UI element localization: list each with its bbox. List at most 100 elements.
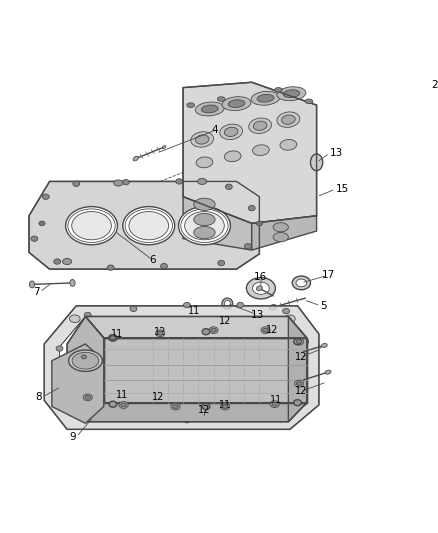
Text: 12: 12 [198, 405, 211, 415]
Text: 8: 8 [35, 392, 42, 402]
Text: 12: 12 [152, 392, 164, 402]
Ellipse shape [285, 315, 295, 322]
Polygon shape [52, 344, 104, 423]
Ellipse shape [161, 263, 167, 269]
Text: 11: 11 [111, 329, 123, 339]
Ellipse shape [277, 112, 300, 127]
Polygon shape [67, 317, 104, 422]
Ellipse shape [68, 409, 78, 416]
Ellipse shape [176, 179, 183, 184]
Ellipse shape [211, 328, 216, 332]
Ellipse shape [209, 327, 218, 334]
Ellipse shape [133, 156, 138, 161]
Ellipse shape [123, 207, 175, 245]
Ellipse shape [218, 261, 225, 266]
Ellipse shape [195, 135, 209, 144]
Ellipse shape [60, 361, 69, 368]
Ellipse shape [233, 415, 240, 421]
Ellipse shape [109, 401, 117, 407]
Ellipse shape [302, 339, 309, 344]
Text: 12: 12 [219, 316, 231, 326]
Ellipse shape [253, 145, 269, 156]
Ellipse shape [261, 327, 270, 334]
Ellipse shape [29, 281, 35, 288]
Ellipse shape [39, 221, 45, 225]
Text: 9: 9 [70, 432, 76, 442]
Ellipse shape [123, 180, 129, 185]
Ellipse shape [325, 370, 331, 374]
Polygon shape [85, 317, 307, 338]
Ellipse shape [194, 214, 215, 225]
Ellipse shape [294, 338, 304, 345]
Ellipse shape [272, 402, 277, 406]
Ellipse shape [184, 417, 191, 423]
Ellipse shape [300, 381, 307, 386]
Ellipse shape [66, 207, 117, 245]
Ellipse shape [73, 181, 80, 187]
Ellipse shape [201, 105, 218, 113]
Ellipse shape [321, 343, 327, 348]
Ellipse shape [253, 282, 269, 294]
Ellipse shape [223, 405, 228, 408]
Ellipse shape [194, 198, 215, 211]
Ellipse shape [110, 336, 116, 340]
Ellipse shape [109, 335, 117, 341]
Ellipse shape [283, 309, 290, 314]
Polygon shape [183, 197, 252, 250]
Ellipse shape [311, 154, 323, 171]
Text: 13: 13 [329, 148, 343, 158]
Ellipse shape [248, 205, 255, 211]
Ellipse shape [130, 415, 137, 421]
Ellipse shape [220, 124, 243, 140]
Text: 11: 11 [219, 400, 231, 410]
Ellipse shape [79, 353, 88, 360]
Polygon shape [85, 402, 307, 422]
Ellipse shape [84, 312, 91, 318]
Ellipse shape [194, 227, 215, 239]
Ellipse shape [280, 140, 297, 150]
Ellipse shape [179, 207, 230, 245]
Ellipse shape [273, 223, 288, 232]
Ellipse shape [130, 306, 137, 311]
Ellipse shape [249, 118, 272, 133]
Ellipse shape [256, 221, 262, 225]
Ellipse shape [297, 382, 302, 385]
Text: 5: 5 [321, 301, 327, 311]
Ellipse shape [158, 332, 163, 335]
Ellipse shape [54, 259, 60, 264]
Text: 2: 2 [431, 79, 438, 90]
Ellipse shape [217, 97, 225, 101]
Ellipse shape [263, 328, 268, 332]
Text: 11: 11 [188, 306, 201, 316]
Ellipse shape [257, 286, 262, 290]
Ellipse shape [85, 395, 90, 399]
Ellipse shape [292, 276, 311, 290]
Ellipse shape [31, 236, 38, 241]
Text: 17: 17 [321, 270, 335, 280]
Ellipse shape [244, 244, 251, 249]
Ellipse shape [294, 338, 301, 345]
Ellipse shape [114, 180, 123, 186]
Ellipse shape [56, 381, 63, 386]
Ellipse shape [202, 329, 210, 335]
Ellipse shape [220, 403, 230, 410]
Ellipse shape [173, 405, 178, 408]
Ellipse shape [108, 334, 117, 341]
Ellipse shape [69, 350, 102, 372]
Polygon shape [60, 317, 307, 418]
Ellipse shape [296, 279, 307, 287]
Text: 6: 6 [149, 255, 156, 265]
Ellipse shape [257, 94, 274, 102]
Polygon shape [29, 181, 259, 269]
Ellipse shape [81, 355, 87, 359]
Ellipse shape [56, 346, 63, 351]
Text: 11: 11 [116, 390, 128, 400]
Text: 12: 12 [154, 327, 166, 337]
Ellipse shape [202, 403, 210, 409]
Ellipse shape [273, 232, 288, 241]
Ellipse shape [226, 184, 232, 189]
Ellipse shape [129, 212, 169, 240]
Text: 12: 12 [266, 325, 279, 335]
Ellipse shape [70, 279, 75, 286]
Ellipse shape [195, 102, 224, 116]
